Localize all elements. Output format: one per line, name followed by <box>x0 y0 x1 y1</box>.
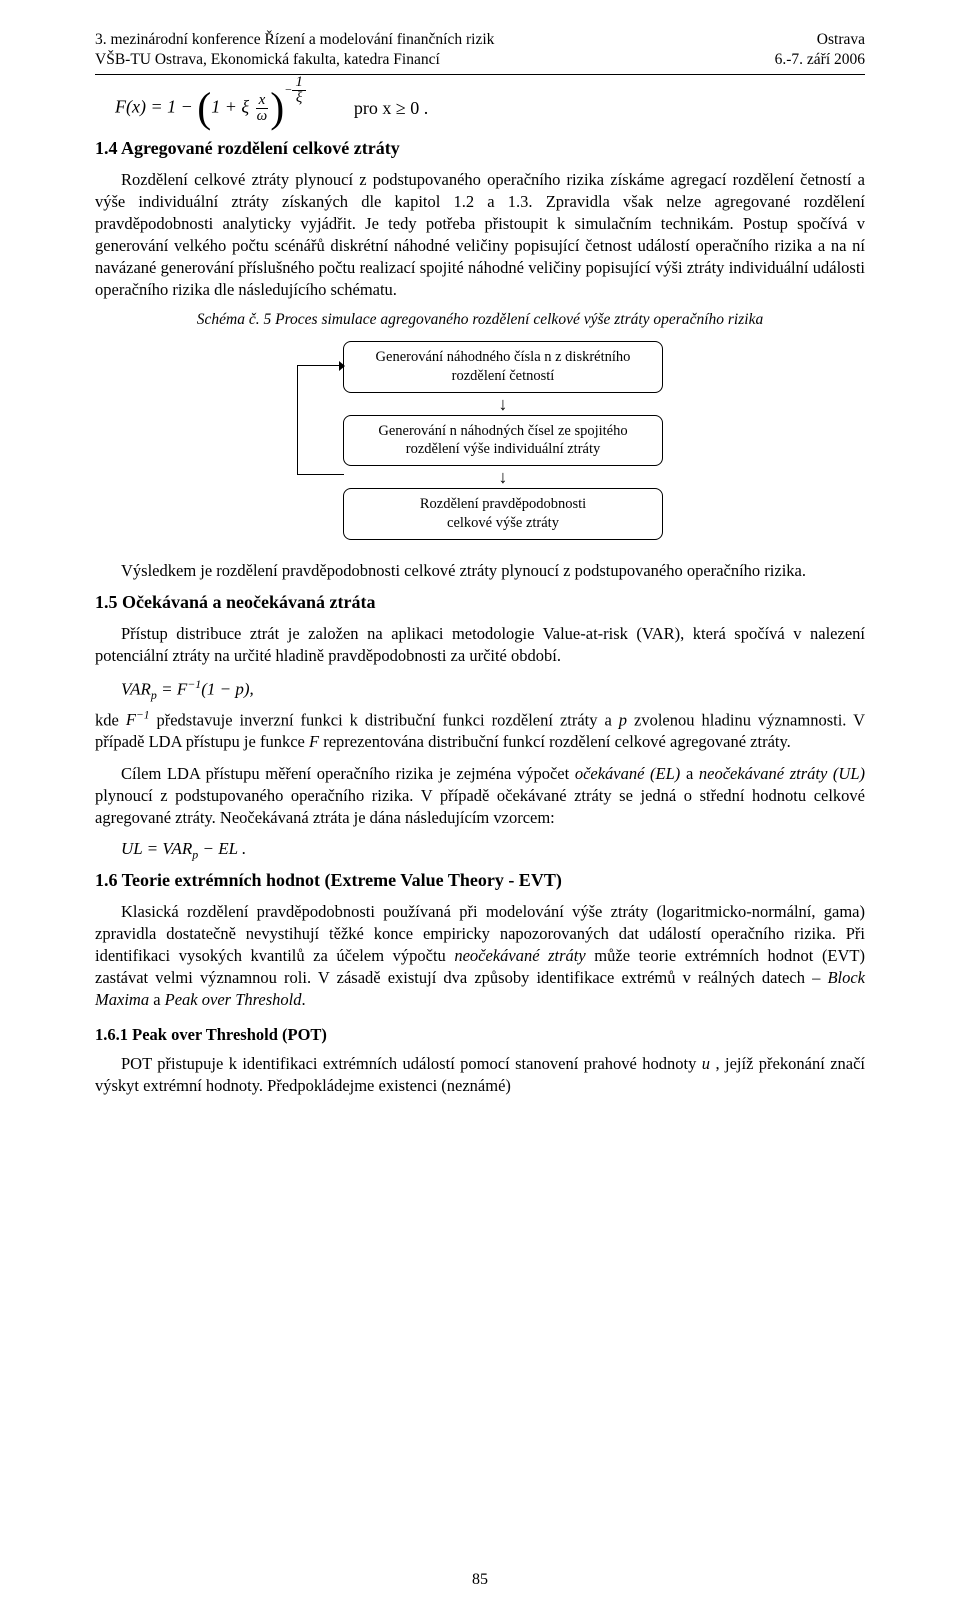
para-1-6-1: POT přistupuje k identifikaci extrémních… <box>95 1053 865 1097</box>
schema-box-1: Generování náhodného čísla n z diskrétní… <box>343 341 663 393</box>
equation-var: VARp = F−1(1 − p), <box>121 677 865 703</box>
page-header: 3. mezinárodní konference Řízení a model… <box>95 30 865 75</box>
formula-expr: F(x) = 1 − (1 + ξ xω)−1ξ <box>115 93 306 124</box>
header-left-line2: VŠB-TU Ostrava, Ekonomická fakulta, kate… <box>95 51 440 68</box>
schema-box2-line1: Generování n náhodných čísel ze spojitéh… <box>378 423 627 439</box>
schema-box2-line2: rozdělení výše individuální ztráty <box>406 441 600 457</box>
loop-arrow <box>297 365 344 475</box>
schema-caption: Schéma č. 5 Proces simulace agregovaného… <box>95 311 865 329</box>
heading-1-6: 1.6 Teorie extrémních hodnot (Extreme Va… <box>95 870 865 891</box>
para-1-5-1: Přístup distribuce ztrát je založen na a… <box>95 623 865 667</box>
schema-box-3: Rozdělení pravděpodobnosti celkové výše … <box>343 488 663 540</box>
schema-box1-line1: Generování náhodného čísla n z diskrétní… <box>376 349 631 365</box>
schema-box-2: Generování n náhodných čísel ze spojitéh… <box>343 415 663 467</box>
para-1-5-2: kde F−1 představuje inverzní funkci k di… <box>95 709 865 753</box>
arrow-down-icon: ↓ <box>499 468 508 486</box>
equation-ul: UL = VARp − EL . <box>121 839 865 862</box>
formula-condition: pro x ≥ 0 . <box>354 98 428 119</box>
schema-box1-line2: rozdělení četností <box>452 368 555 384</box>
header-right: Ostrava 6.-7. září 2006 <box>775 30 865 70</box>
header-right-line1: Ostrava <box>817 31 865 48</box>
page: 3. mezinárodní konference Řízení a model… <box>0 0 960 1617</box>
arrow-down-icon: ↓ <box>499 395 508 413</box>
header-left-line1: 3. mezinárodní konference Řízení a model… <box>95 31 494 48</box>
schema-row: Generování náhodného čísla n z diskrétní… <box>297 341 663 540</box>
schema-5: Generování náhodného čísla n z diskrétní… <box>95 341 865 540</box>
para-1-5-3: Cílem LDA přístupu měření operačního riz… <box>95 763 865 829</box>
header-right-line2: 6.-7. září 2006 <box>775 51 865 68</box>
schema-box3-line2: celkové výše ztráty <box>447 515 559 531</box>
para-1-4b: Výsledkem je rozdělení pravděpodobnosti … <box>95 560 865 582</box>
heading-1-5: 1.5 Očekávaná a neočekávaná ztráta <box>95 592 865 613</box>
heading-1-4: 1.4 Agregované rozdělení celkové ztráty <box>95 138 865 159</box>
formula-gpd-cdf: F(x) = 1 − (1 + ξ xω)−1ξ pro x ≥ 0 . <box>115 93 865 124</box>
para-1-6: Klasická rozdělení pravděpodobnosti použ… <box>95 901 865 1011</box>
header-left: 3. mezinárodní konference Řízení a model… <box>95 30 494 70</box>
heading-1-6-1: 1.6.1 Peak over Threshold (POT) <box>95 1025 865 1045</box>
page-number: 85 <box>0 1571 960 1589</box>
para-1-4: Rozdělení celkové ztráty plynoucí z pods… <box>95 169 865 301</box>
schema-box3-line1: Rozdělení pravděpodobnosti <box>420 496 586 512</box>
